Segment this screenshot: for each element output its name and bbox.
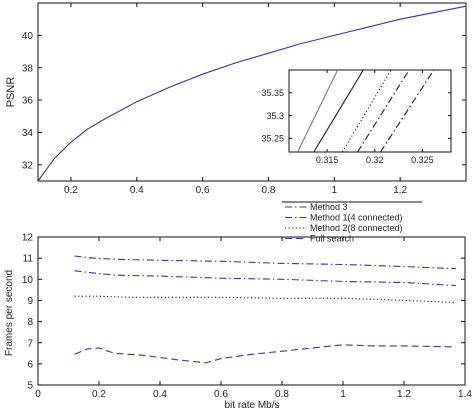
psnr-ytick-label: 38	[22, 63, 34, 74]
inset-xtick-label: 0.32	[366, 155, 384, 165]
fps-series-line-1	[74, 255, 456, 270]
inset-series-line-2	[357, 69, 410, 153]
psnr-ytick-label: 36	[22, 96, 34, 107]
fps-ytick-label: 7	[27, 338, 33, 349]
legend-label-2: Method 1(4 connected)	[310, 213, 403, 223]
fps-ytick-label: 5	[27, 381, 33, 392]
fps-plot-frame	[37, 236, 466, 386]
psnr-series-line-1	[37, 5, 467, 182]
fps-xtick-label: 0.4	[153, 389, 167, 400]
fps-ytick-label: 6	[27, 359, 33, 370]
inset-xtick-label: 0.325	[411, 155, 434, 165]
inset-plot-frame	[288, 69, 452, 153]
fps-ytick-label: 10	[22, 275, 34, 286]
psnr-ytick-label: 32	[22, 160, 34, 171]
inset-series-line-3	[341, 69, 392, 153]
fps-plot: Frames per second bit rate Mb/s 0 0.2 0.4 0…	[4, 233, 472, 410]
fps-ytick-label: 12	[22, 233, 34, 244]
fps-series-line-3	[74, 295, 456, 304]
psnr-plot-frame	[37, 2, 467, 182]
fps-plot-area: 0 0.2 0.4 0.6 0.8 1 1.2 1.4 5 6 7 8 9 10 11 12	[22, 233, 473, 400]
fps-xtick-label: 1.4	[458, 389, 472, 400]
fps-xtick-label: 0.8	[275, 389, 289, 400]
psnr-ytick-label: 34	[22, 128, 34, 139]
fps-ylabel: Frames per second	[4, 270, 15, 356]
legend-label-4: Full search	[310, 234, 354, 244]
inset-xtick-label: 0.315	[316, 155, 339, 165]
inset-series-line-5	[380, 69, 435, 153]
fps-xtick-label: 1	[340, 389, 346, 400]
fps-xtick-label: 0.2	[92, 389, 106, 400]
legend-label-1: Method 3	[310, 202, 348, 212]
inset-plot: 0.315 0.32 0.325 35.25 35.3 35.35	[261, 69, 452, 165]
psnr-plot-area: 0.2 0.4 0.6 0.8 1 1.2 32 34 36 38 40	[22, 3, 467, 196]
fps-xtick-label: 0	[35, 389, 41, 400]
inset-ytick-label: 35.3	[266, 111, 284, 121]
psnr-ytick-label: 40	[22, 31, 34, 42]
psnr-xtick-label: 0.4	[130, 185, 144, 196]
inset-plot-area: 0.315 0.32 0.325 35.25 35.3 35.35	[261, 69, 451, 165]
psnr-xtick-label: 0.2	[64, 185, 78, 196]
psnr-xtick-label: 1.2	[393, 185, 407, 196]
fps-xtick-label: 0.6	[214, 389, 228, 400]
fps-series-line-4	[74, 344, 456, 364]
fps-xtick-label: 1.2	[397, 389, 411, 400]
psnr-xtick-label: 0.6	[196, 185, 210, 196]
inset-ytick-label: 35.25	[261, 134, 284, 144]
fps-series-line-2	[74, 270, 456, 287]
inset-ytick-label: 35.35	[261, 88, 284, 98]
inset-series-line-4	[313, 69, 364, 153]
fps-ytick-label: 11	[23, 254, 34, 265]
fps-ytick-label: 9	[27, 296, 33, 307]
inset-series-line-1	[297, 69, 339, 153]
fps-xlabel: bit rate Mb/s	[224, 400, 279, 410]
psnr-xtick-label: 0.8	[262, 185, 276, 196]
psnr-xtick-label: 1	[332, 185, 338, 196]
legend-label-3: Method 2(8 connected)	[310, 223, 403, 233]
fps-ytick-label: 8	[27, 317, 33, 328]
psnr-ylabel: PSNR	[5, 77, 17, 108]
